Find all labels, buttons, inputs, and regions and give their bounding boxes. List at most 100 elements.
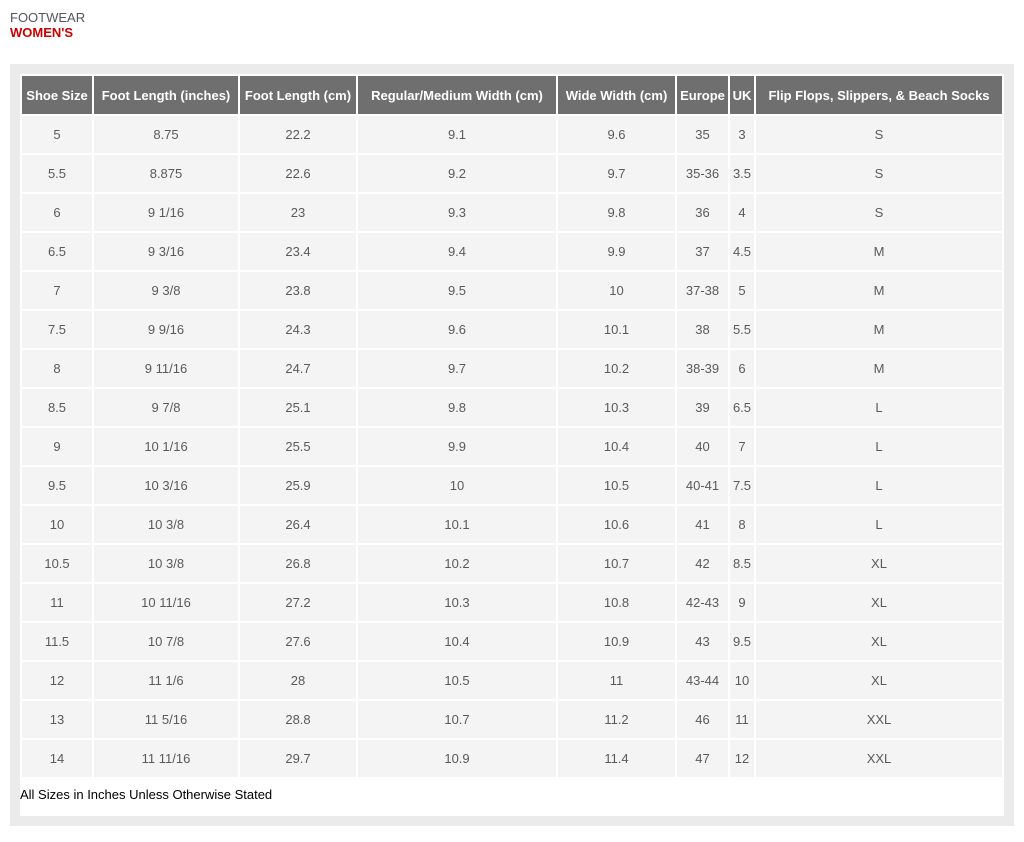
table-cell: 9.2 [358, 155, 556, 192]
table-cell: 11.5 [22, 623, 92, 660]
table-cell: 27.2 [240, 584, 356, 621]
table-row: 5.5 8.875 22.6 9.2 9.7 35-36 3.5 S [22, 155, 1002, 192]
table-cell: 10 [358, 467, 556, 504]
page-category: FOOTWEAR [10, 10, 86, 25]
column-header: Foot Length (cm) [240, 76, 356, 114]
table-cell: 23.4 [240, 233, 356, 270]
table-cell: 3.5 [730, 155, 754, 192]
table-cell: 11 5/16 [94, 701, 238, 738]
table-cell: 9 3/16 [94, 233, 238, 270]
table-cell: 35-36 [677, 155, 728, 192]
table-cell: 10.5 [558, 467, 675, 504]
column-header: Wide Width (cm) [558, 76, 675, 114]
table-cell: 10.5 [358, 662, 556, 699]
table-cell: 26.4 [240, 506, 356, 543]
table-cell: 11.2 [558, 701, 675, 738]
table-cell: 4 [730, 194, 754, 231]
table-cell: 10.9 [558, 623, 675, 660]
table-cell: 10 11/16 [94, 584, 238, 621]
table-cell: 10.7 [558, 545, 675, 582]
table-cell: 9 7/8 [94, 389, 238, 426]
table-cell: XL [756, 584, 1002, 621]
table-cell: 10.2 [558, 350, 675, 387]
table-row: 6.5 9 3/16 23.4 9.4 9.9 37 4.5 M [22, 233, 1002, 270]
table-cell: 10 1/16 [94, 428, 238, 465]
table-cell: 9 11/16 [94, 350, 238, 387]
table-cell: L [756, 428, 1002, 465]
table-row: 9 10 1/16 25.5 9.9 10.4 40 7 L [22, 428, 1002, 465]
table-cell: 25.1 [240, 389, 356, 426]
table-body: 5 8.75 22.2 9.1 9.6 35 3 S 5.5 8.875 22.6 9.2 9.7 35-… [22, 116, 1002, 777]
table-cell: 9.8 [558, 194, 675, 231]
table-cell: XL [756, 623, 1002, 660]
table-cell: 37 [677, 233, 728, 270]
table-cell: 47 [677, 740, 728, 777]
table-cell: 12 [22, 662, 92, 699]
table-cell: 10.9 [358, 740, 556, 777]
table-cell: XL [756, 545, 1002, 582]
table-row: 11.5 10 7/8 27.6 10.4 10.9 43 9.5 XL [22, 623, 1002, 660]
table-cell: 5.5 [730, 311, 754, 348]
table-cell: 9.4 [358, 233, 556, 270]
table-row: 9.5 10 3/16 25.9 10 10.5 40-41 7.5 L [22, 467, 1002, 504]
table-cell: 10.7 [358, 701, 556, 738]
table-cell: 22.6 [240, 155, 356, 192]
column-header: Flip Flops, Slippers, & Beach Socks [756, 76, 1002, 114]
table-cell: 10.6 [558, 506, 675, 543]
table-cell: L [756, 389, 1002, 426]
table-cell: 7 [730, 428, 754, 465]
column-header: Regular/Medium Width (cm) [358, 76, 556, 114]
table-row: 13 11 5/16 28.8 10.7 11.2 46 11 XXL [22, 701, 1002, 738]
table-cell: XXL [756, 701, 1002, 738]
table-cell: 9.1 [358, 116, 556, 153]
table-cell: 7 [22, 272, 92, 309]
table-cell: 25.5 [240, 428, 356, 465]
table-cell: 10.5 [22, 545, 92, 582]
table-cell: 24.7 [240, 350, 356, 387]
table-cell: L [756, 467, 1002, 504]
table-cell: 10.3 [558, 389, 675, 426]
table-cell: L [756, 506, 1002, 543]
size-chart-table: Shoe Size Foot Length (inches) Foot Length… [20, 74, 1004, 779]
table-cell: 10 3/16 [94, 467, 238, 504]
table-cell: M [756, 350, 1002, 387]
table-cell: 10.4 [358, 623, 556, 660]
table-cell: 27.6 [240, 623, 356, 660]
table-cell: 9.9 [358, 428, 556, 465]
table-cell: 38 [677, 311, 728, 348]
table-cell: 26.8 [240, 545, 356, 582]
table-cell: S [756, 194, 1002, 231]
table-row: 5 8.75 22.2 9.1 9.6 35 3 S [22, 116, 1002, 153]
table-cell: 42 [677, 545, 728, 582]
footnote: All Sizes in Inches Unless Otherwise Sta… [20, 787, 273, 802]
table-cell: 41 [677, 506, 728, 543]
column-header: Foot Length (inches) [94, 76, 238, 114]
table-cell: M [756, 311, 1002, 348]
table-cell: 14 [22, 740, 92, 777]
table-cell: 5 [730, 272, 754, 309]
table-cell: 9.5 [358, 272, 556, 309]
table-cell: 10.1 [358, 506, 556, 543]
table-cell: 8.875 [94, 155, 238, 192]
table-cell: 9.6 [558, 116, 675, 153]
table-cell: 9.7 [558, 155, 675, 192]
table-cell: 8.5 [22, 389, 92, 426]
table-cell: 6.5 [22, 233, 92, 270]
table-cell: 43-44 [677, 662, 728, 699]
table-cell: 10 3/8 [94, 506, 238, 543]
table-cell: 9.9 [558, 233, 675, 270]
header-row: Shoe Size Foot Length (inches) Foot Length… [22, 76, 1002, 114]
table-cell: 6 [730, 350, 754, 387]
table-cell: 46 [677, 701, 728, 738]
table-cell: 8.75 [94, 116, 238, 153]
column-header: Shoe Size [22, 76, 92, 114]
table-cell: 11.4 [558, 740, 675, 777]
table-cell: 10.2 [358, 545, 556, 582]
table-cell: 28.8 [240, 701, 356, 738]
table-cell: M [756, 233, 1002, 270]
table-cell: 11 [22, 584, 92, 621]
table-cell: 39 [677, 389, 728, 426]
